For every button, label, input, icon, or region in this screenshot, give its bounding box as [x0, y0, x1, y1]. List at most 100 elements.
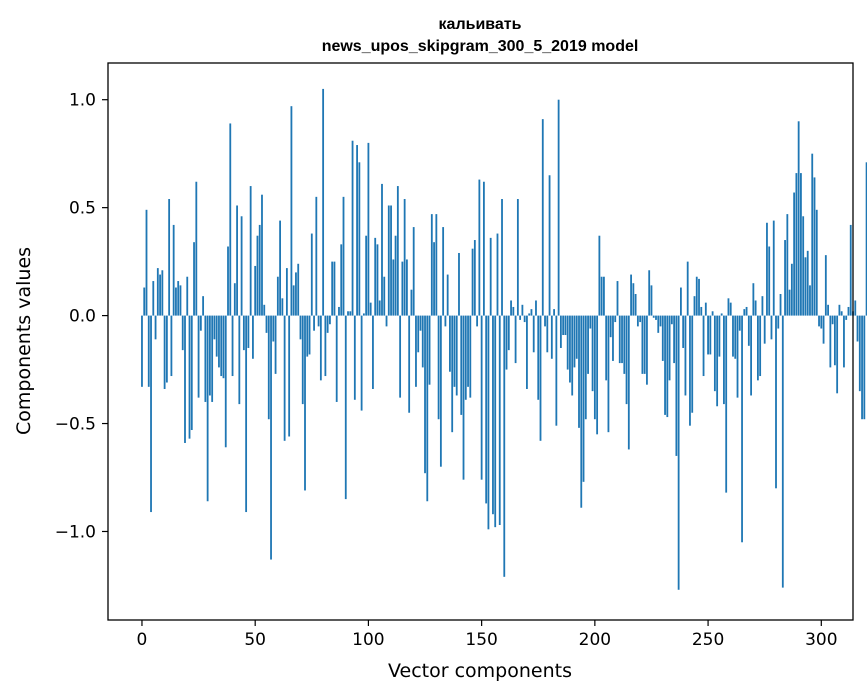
bar-268: [747, 315, 750, 346]
bar-111: [392, 259, 395, 316]
bar-57: [270, 315, 272, 560]
bar-73: [306, 315, 309, 357]
bar-155: [492, 315, 494, 515]
bar-118: [408, 315, 411, 413]
bar-125: [424, 315, 426, 474]
bar-288: [793, 192, 796, 316]
bar-46: [245, 315, 248, 513]
bar-196: [584, 315, 587, 420]
bar-68: [295, 272, 297, 316]
bar-12: [168, 199, 171, 316]
bar-72: [304, 315, 306, 491]
bar-204: [603, 276, 605, 316]
bar-101: [369, 302, 372, 316]
bar-206: [607, 315, 610, 433]
bar-181: [550, 315, 553, 359]
bar-137: [451, 315, 454, 433]
bar-293: [804, 257, 807, 316]
bar-141: [460, 315, 463, 415]
bar-20: [186, 276, 189, 316]
bar-168: [521, 304, 524, 316]
bar-39: [229, 123, 232, 316]
bar-272: [756, 315, 759, 381]
bar-286: [788, 289, 791, 316]
bar-165: [514, 315, 517, 364]
bar-51: [256, 235, 259, 316]
bar-240: [684, 315, 687, 396]
bar-88: [340, 244, 343, 316]
bar-32: [213, 315, 216, 340]
bar-54: [263, 304, 266, 316]
bar-28: [204, 315, 207, 402]
bar-99: [365, 235, 368, 316]
bar-199: [591, 315, 594, 392]
bar-47: [247, 315, 250, 348]
bar-65: [288, 315, 291, 437]
bar-243: [691, 315, 694, 413]
bar-41: [233, 283, 236, 316]
bar-171: [528, 313, 531, 316]
bar-90: [344, 315, 347, 500]
bar-62: [281, 298, 284, 316]
bar-19: [184, 315, 186, 443]
bar-22: [190, 315, 193, 431]
bar-231: [664, 315, 666, 415]
bar-216: [630, 274, 632, 316]
bar-262: [734, 315, 737, 359]
bar-250: [707, 315, 709, 355]
bar-241: [686, 261, 689, 316]
bar-49: [252, 315, 254, 359]
bar-56: [267, 315, 270, 420]
bar-128: [430, 214, 433, 316]
bar-76: [313, 315, 315, 331]
bar-311: [845, 315, 848, 320]
bar-16: [177, 281, 180, 316]
bar-170: [526, 315, 528, 389]
bar-104: [376, 244, 379, 316]
y-axis-ticks: −1.0 −0.5 0.0 0.5 1.0: [55, 91, 108, 542]
bar-315: [854, 300, 857, 316]
bar-257: [723, 315, 725, 405]
bar-159: [501, 199, 503, 316]
x-tick-label: 200: [579, 630, 611, 650]
bar-310: [843, 315, 845, 368]
bar-318: [861, 315, 863, 420]
y-tick-label: 1.0: [69, 91, 96, 111]
bar-190: [571, 315, 574, 396]
bar-194: [580, 315, 583, 508]
bar-246: [698, 278, 700, 316]
bar-115: [401, 261, 404, 316]
bar-36: [222, 315, 225, 379]
bar-109: [387, 205, 390, 316]
bar-10: [163, 315, 166, 389]
bar-267: [745, 306, 748, 316]
bar-160: [503, 315, 506, 577]
bar-35: [220, 315, 223, 377]
bar-80: [322, 88, 325, 316]
bar-265: [741, 315, 743, 543]
bar-274: [761, 296, 764, 316]
bar-97: [360, 315, 363, 411]
bar-221: [641, 315, 644, 374]
bar-230: [661, 315, 664, 361]
bar-119: [410, 289, 413, 316]
bar-175: [537, 315, 540, 400]
bar-284: [784, 240, 786, 316]
bar-197: [587, 315, 589, 374]
bar-212: [621, 315, 623, 364]
bar-222: [643, 315, 646, 374]
bar-253: [713, 315, 716, 392]
bar-299: [818, 315, 820, 327]
bar-8: [159, 274, 161, 316]
bar-275: [763, 315, 766, 344]
bar-164: [512, 306, 515, 316]
bar-58: [272, 315, 275, 342]
bar-308: [838, 304, 841, 316]
bar-270: [752, 283, 755, 316]
bar-69: [297, 263, 300, 316]
bar-163: [510, 300, 512, 316]
bar-127: [428, 315, 431, 385]
bar-202: [598, 235, 601, 316]
bar-234: [670, 315, 673, 325]
bar-269: [750, 315, 752, 396]
